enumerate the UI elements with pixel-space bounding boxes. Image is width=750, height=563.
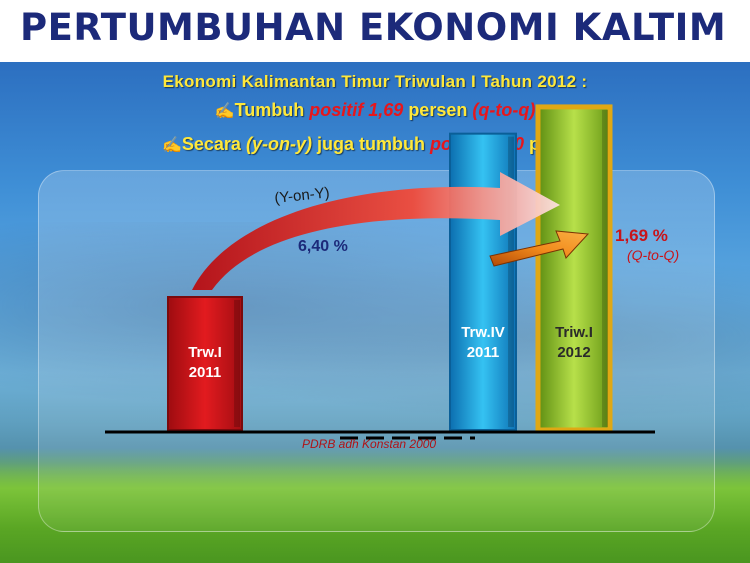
yoy-label: (Y-on-Y) [274,184,331,207]
bar-0 [167,296,243,431]
qtq-value: 1,69 % [615,226,668,245]
qtq-arrow [489,230,590,267]
bar-label-2-0: Triw.I [555,324,593,341]
title-bar: PERTUMBUHAN EKONOMI KALTIM [0,0,750,62]
headline-qtq-value: positif 1,69 [309,100,404,120]
bars-layer: Trw.I 2011 Trw.IV 2011 Triw.I 2012 [167,104,613,433]
bar-label-1-1: 2011 [467,344,500,361]
background-grass [0,448,750,563]
yoy-arc-arrow [192,172,560,290]
bar-shade-0 [234,300,240,427]
page-title: PERTUMBUHAN EKONOMI KALTIM [20,6,727,49]
pencil-icon: ✍ [214,103,235,120]
headline-secara: Secara [181,134,241,154]
background-cityscape [0,222,750,432]
headline-qtq-tag: (q-to-q) [472,100,536,120]
qtq-label: (Q-to-Q) [627,247,679,263]
pencil-icon: ✍ [161,137,182,154]
bar-shade-1 [508,136,514,427]
bar-label-0-0: Trw.I [188,344,222,361]
bar-shade-2 [602,109,608,428]
headline-yoy-tag: (y-on-y) [245,134,312,154]
bar-label-1-0: Trw.IV [461,324,505,341]
yoy-value: 6,40 % [298,238,348,255]
headline-persen-1: persen [408,100,468,120]
headline-tumbuh: Tumbuh [234,100,305,120]
headline-line-1: Ekonomi Kalimantan Timur Triwulan I Tahu… [0,72,750,92]
headline-line-1-text: Ekonomi Kalimantan Timur Triwulan I Tahu… [162,72,588,91]
background-sky [0,62,750,563]
bar-2 [535,104,613,433]
bar-label-0-1: 2011 [189,364,222,381]
headline-juga-tumbuh: juga tumbuh [316,134,425,154]
source-note: PDRB adh Konstan 2000 [302,437,436,451]
headline-line-2: ✍Tumbuh positif 1,69 persen (q-to-q) [0,100,750,121]
bar-label-2-1: 2012 [557,344,590,361]
